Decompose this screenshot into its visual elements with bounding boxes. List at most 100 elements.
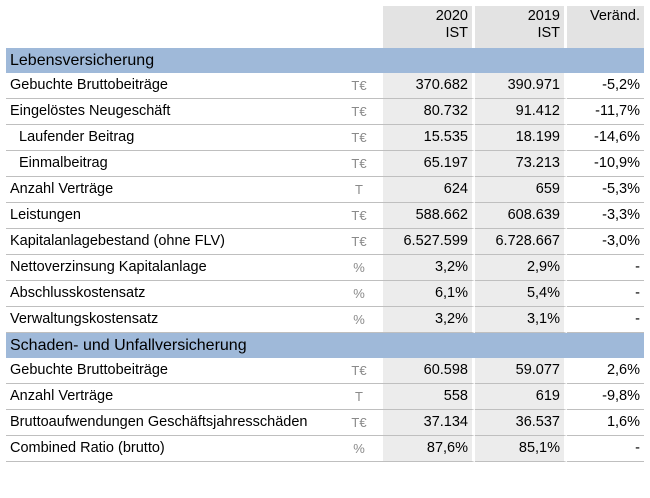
row-unit: T€ bbox=[335, 151, 383, 177]
table-row: Anzahl Verträge T 558 619 -9,8% bbox=[6, 384, 644, 410]
header-year1-sub: IST bbox=[445, 25, 468, 41]
row-value-2019: 6.728.667 bbox=[475, 229, 567, 255]
row-value-2020: 60.598 bbox=[383, 358, 475, 384]
table-row: Gebuchte Bruttobeiträge T€ 60.598 59.077… bbox=[6, 358, 644, 384]
row-label: Anzahl Verträge bbox=[6, 177, 335, 203]
row-unit: T€ bbox=[335, 99, 383, 125]
table-row: Anzahl Verträge T 624 659 -5,3% bbox=[6, 177, 644, 203]
table-row: Bruttoaufwendungen Geschäftsjahresschäde… bbox=[6, 410, 644, 436]
row-label: Gebuchte Bruttobeiträge bbox=[6, 73, 335, 99]
row-value-2019: 2,9% bbox=[475, 255, 567, 281]
row-value-2019: 390.971 bbox=[475, 73, 567, 99]
row-change: 1,6% bbox=[567, 410, 644, 436]
row-unit: T€ bbox=[335, 203, 383, 229]
section-header-schaden-unfall: Schaden- und Unfallversicherung bbox=[6, 333, 644, 358]
row-value-2020: 558 bbox=[383, 384, 475, 410]
row-value-2020: 87,6% bbox=[383, 436, 475, 462]
row-change: -3,3% bbox=[567, 203, 644, 229]
row-label: Combined Ratio (brutto) bbox=[6, 436, 335, 462]
header-change: Veränd. bbox=[567, 6, 644, 48]
table-row: Nettoverzinsung Kapitalanlage % 3,2% 2,9… bbox=[6, 255, 644, 281]
row-unit: % bbox=[335, 436, 383, 462]
row-unit: % bbox=[335, 255, 383, 281]
header-year1: 2020 bbox=[435, 8, 468, 24]
row-value-2020: 3,2% bbox=[383, 307, 475, 333]
row-value-2019: 659 bbox=[475, 177, 567, 203]
row-unit: T€ bbox=[335, 73, 383, 99]
row-unit: T€ bbox=[335, 410, 383, 436]
row-value-2019: 619 bbox=[475, 384, 567, 410]
table-row: Leistungen T€ 588.662 608.639 -3,3% bbox=[6, 203, 644, 229]
table-row: Eingelöstes Neugeschäft T€ 80.732 91.412… bbox=[6, 99, 644, 125]
row-change: -9,8% bbox=[567, 384, 644, 410]
row-value-2020: 588.662 bbox=[383, 203, 475, 229]
table-row: Abschlusskostensatz % 6,1% 5,4% - bbox=[6, 281, 644, 307]
table-header-row: 2020 IST 2019 IST Veränd. bbox=[6, 6, 644, 48]
row-unit: T€ bbox=[335, 125, 383, 151]
row-value-2020: 65.197 bbox=[383, 151, 475, 177]
row-unit: T bbox=[335, 177, 383, 203]
row-change: - bbox=[567, 281, 644, 307]
row-label: Laufender Beitrag bbox=[6, 125, 335, 151]
row-value-2019: 3,1% bbox=[475, 307, 567, 333]
row-unit: % bbox=[335, 281, 383, 307]
section-title: Lebensversicherung bbox=[6, 48, 644, 73]
header-year2-sub: IST bbox=[537, 25, 560, 41]
table-row: Einmalbeitrag T€ 65.197 73.213 -10,9% bbox=[6, 151, 644, 177]
row-value-2019: 85,1% bbox=[475, 436, 567, 462]
table-row: Laufender Beitrag T€ 15.535 18.199 -14,6… bbox=[6, 125, 644, 151]
row-value-2020: 15.535 bbox=[383, 125, 475, 151]
row-value-2019: 18.199 bbox=[475, 125, 567, 151]
row-label: Verwaltungskostensatz bbox=[6, 307, 335, 333]
row-value-2020: 370.682 bbox=[383, 73, 475, 99]
row-change: -3,0% bbox=[567, 229, 644, 255]
row-label: Eingelöstes Neugeschäft bbox=[6, 99, 335, 125]
row-value-2019: 59.077 bbox=[475, 358, 567, 384]
row-value-2020: 80.732 bbox=[383, 99, 475, 125]
row-label: Bruttoaufwendungen Geschäftsjahresschäde… bbox=[6, 410, 335, 436]
kpi-table: 2020 IST 2019 IST Veränd. Lebensversicheru… bbox=[6, 6, 644, 462]
row-value-2019: 608.639 bbox=[475, 203, 567, 229]
row-value-2020: 624 bbox=[383, 177, 475, 203]
table-row: Verwaltungskostensatz % 3,2% 3,1% - bbox=[6, 307, 644, 333]
table-row: Combined Ratio (brutto) % 87,6% 85,1% - bbox=[6, 436, 644, 462]
row-value-2020: 37.134 bbox=[383, 410, 475, 436]
row-change: -14,6% bbox=[567, 125, 644, 151]
table-row: Gebuchte Bruttobeiträge T€ 370.682 390.9… bbox=[6, 73, 644, 99]
header-empty-unit bbox=[335, 6, 383, 48]
row-value-2020: 6,1% bbox=[383, 281, 475, 307]
header-empty-label bbox=[6, 6, 335, 48]
row-label: Kapitalanlagebestand (ohne FLV) bbox=[6, 229, 335, 255]
row-label: Leistungen bbox=[6, 203, 335, 229]
row-value-2020: 3,2% bbox=[383, 255, 475, 281]
row-change: -10,9% bbox=[567, 151, 644, 177]
row-value-2019: 36.537 bbox=[475, 410, 567, 436]
row-value-2019: 5,4% bbox=[475, 281, 567, 307]
row-label: Einmalbeitrag bbox=[6, 151, 335, 177]
row-value-2020: 6.527.599 bbox=[383, 229, 475, 255]
section-header-lebensversicherung: Lebensversicherung bbox=[6, 48, 644, 73]
row-change: -5,3% bbox=[567, 177, 644, 203]
row-change: -11,7% bbox=[567, 99, 644, 125]
table-row: Kapitalanlagebestand (ohne FLV) T€ 6.527… bbox=[6, 229, 644, 255]
row-label: Anzahl Verträge bbox=[6, 384, 335, 410]
row-change: - bbox=[567, 255, 644, 281]
row-label: Nettoverzinsung Kapitalanlage bbox=[6, 255, 335, 281]
row-unit: T bbox=[335, 384, 383, 410]
row-change: 2,6% bbox=[567, 358, 644, 384]
row-unit: % bbox=[335, 307, 383, 333]
header-year2: 2019 bbox=[527, 8, 560, 24]
header-year-2020: 2020 IST bbox=[383, 6, 475, 48]
row-unit: T€ bbox=[335, 229, 383, 255]
row-unit: T€ bbox=[335, 358, 383, 384]
row-change: -5,2% bbox=[567, 73, 644, 99]
row-value-2019: 91.412 bbox=[475, 99, 567, 125]
row-value-2019: 73.213 bbox=[475, 151, 567, 177]
row-label: Abschlusskostensatz bbox=[6, 281, 335, 307]
section-title: Schaden- und Unfallversicherung bbox=[6, 333, 644, 358]
row-change: - bbox=[567, 307, 644, 333]
header-year-2019: 2019 IST bbox=[475, 6, 567, 48]
row-change: - bbox=[567, 436, 644, 462]
row-label: Gebuchte Bruttobeiträge bbox=[6, 358, 335, 384]
